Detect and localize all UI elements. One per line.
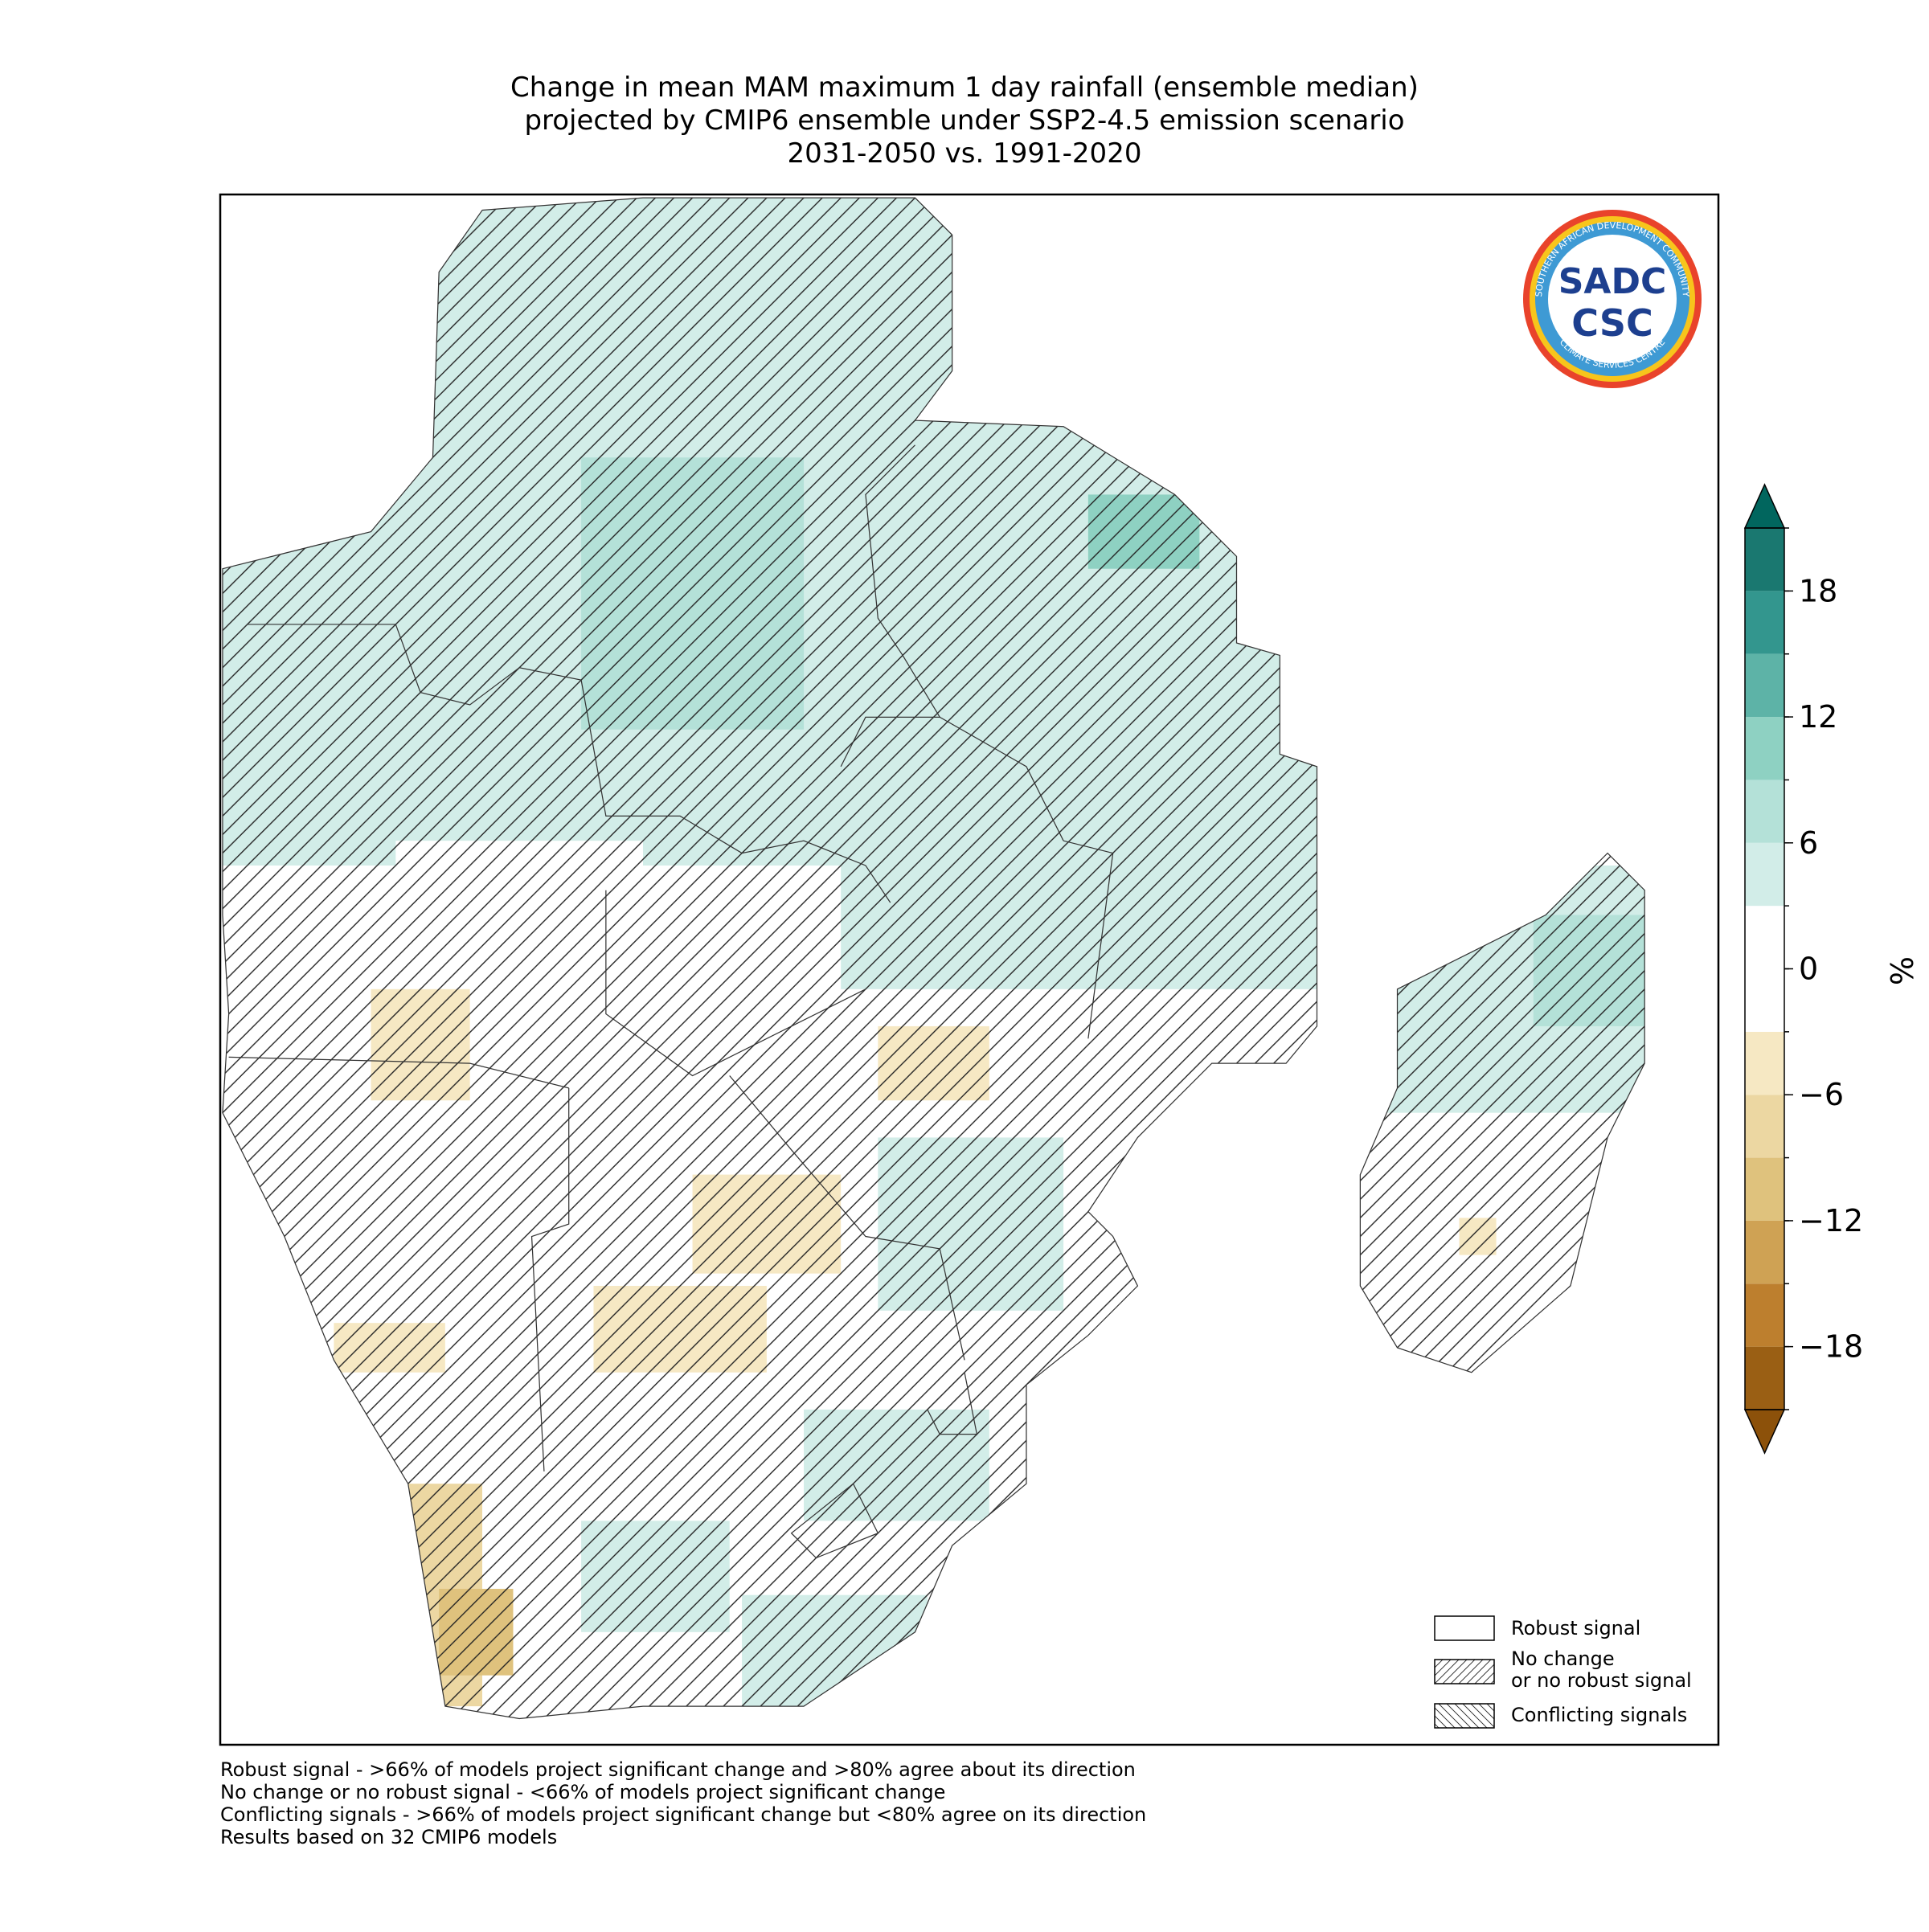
legend-label: No change or no robust signal xyxy=(1511,1648,1692,1692)
map xyxy=(222,197,1645,1720)
colorbar-bin xyxy=(1745,1031,1784,1095)
colorbar-label: % xyxy=(1885,956,1920,985)
colorbar-bin xyxy=(1745,528,1784,591)
colorbar-tick-label: 12 xyxy=(1799,699,1837,735)
legend-label: Conflicting signals xyxy=(1511,1704,1687,1726)
colorbar-bin xyxy=(1745,717,1784,780)
colorbar-tick-label: 0 xyxy=(1799,952,1818,987)
colorbar-tick-label: −6 xyxy=(1799,1077,1844,1112)
footnote: Robust signal - >66% of models project s… xyxy=(220,1758,1136,1781)
legend-label: Robust signal xyxy=(1511,1617,1640,1639)
title-line: Change in mean MAM maximum 1 day rainfal… xyxy=(510,72,1419,104)
colorbar-bin xyxy=(1745,1220,1784,1284)
title-line: projected by CMIP6 ensemble under SSP2-4… xyxy=(524,104,1404,137)
footnote: Conflicting signals - >66% of models pro… xyxy=(220,1803,1146,1826)
colorbar-bin xyxy=(1745,780,1784,843)
colorbar-bin xyxy=(1745,842,1784,907)
colorbar: −18 −12 −6 0 6 12 18% xyxy=(1743,483,1920,1455)
colorbar-tick-label: 6 xyxy=(1799,825,1818,861)
legend-swatch xyxy=(1434,1615,1495,1641)
colorbar-extend xyxy=(1743,483,1786,529)
logo-abbr: CSC xyxy=(1571,301,1653,345)
legend-swatch xyxy=(1434,1659,1495,1684)
colorbar-bin xyxy=(1745,906,1784,969)
map-field xyxy=(222,198,1645,1719)
colorbar-tick-label: 18 xyxy=(1799,573,1837,608)
logo-name: SADC xyxy=(1558,261,1667,302)
footnotes: Robust signal - >66% of models project s… xyxy=(220,1758,1146,1848)
colorbar-extend xyxy=(1743,1409,1786,1455)
colorbar-bin xyxy=(1745,1283,1784,1347)
colorbar-tick-label: −12 xyxy=(1799,1203,1863,1238)
colorbar-bin xyxy=(1745,653,1784,718)
colorbar-bin xyxy=(1745,591,1784,654)
map-frame xyxy=(219,193,1720,1746)
colorbar-bin xyxy=(1745,1095,1784,1158)
colorbar-bin xyxy=(1745,968,1784,1032)
colorbar-bin xyxy=(1745,1157,1784,1221)
legend-swatch xyxy=(1434,1703,1495,1729)
footnote: No change or no robust signal - <66% of … xyxy=(220,1781,945,1803)
colorbar-bin xyxy=(1745,1346,1784,1410)
colorbar-tick-label: −18 xyxy=(1799,1329,1863,1365)
logo: SOUTHERN AFRICAN DEVELOPMENT COMMUNITY C… xyxy=(1523,210,1702,388)
legend: Robust signal No change or no robust sign… xyxy=(1434,1615,1692,1729)
footnote: Results based on 32 CMIP6 models xyxy=(220,1826,557,1848)
title-line: 2031-2050 vs. 1991-2020 xyxy=(788,137,1142,170)
